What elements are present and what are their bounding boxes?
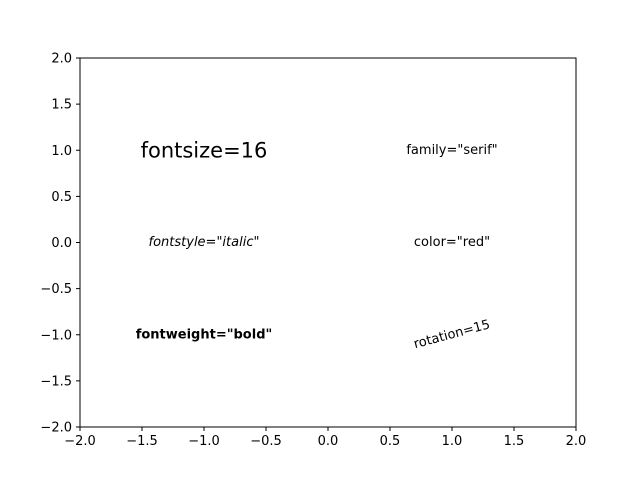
- y-tick-label: −1.5: [40, 374, 72, 389]
- y-tick-label: −2.0: [40, 421, 72, 436]
- annotation-red: color="red": [414, 235, 490, 250]
- y-tick-label: 1.0: [51, 144, 72, 159]
- x-tick-label: 0.0: [318, 434, 339, 449]
- x-tick-label: −2.0: [64, 434, 96, 449]
- x-tick-label: −1.5: [126, 434, 158, 449]
- x-axis: −2.0 −1.5 −1.0 −0.5 0.0 0.5 1.0 1.5 2.0: [64, 427, 586, 449]
- y-tick-label: 2.0: [51, 52, 72, 67]
- x-tick-label: 1.5: [504, 434, 525, 449]
- y-tick-label: −0.5: [40, 282, 72, 297]
- y-axis: −2.0 −1.5 −1.0 −0.5 0.0 0.5 1.0 1.5 2.0: [40, 52, 80, 436]
- x-tick-label: 2.0: [566, 434, 587, 449]
- y-tick-label: 1.5: [51, 98, 72, 113]
- x-tick-label: 1.0: [442, 434, 463, 449]
- x-tick-label: 0.5: [380, 434, 401, 449]
- annotation-fontsize: fontsize=16: [141, 138, 268, 162]
- annotation-italic: fontstyle="italic": [149, 235, 260, 250]
- y-tick-label: 0.0: [51, 236, 72, 251]
- x-tick-label: −1.0: [188, 434, 220, 449]
- annotation-bold: fontweight="bold": [136, 327, 273, 342]
- y-tick-label: −1.0: [40, 328, 72, 343]
- axes-frame: [79, 57, 577, 428]
- x-tick-label: −0.5: [250, 434, 282, 449]
- annotation-serif: family="serif": [406, 143, 497, 158]
- y-tick-label: 0.5: [51, 190, 72, 205]
